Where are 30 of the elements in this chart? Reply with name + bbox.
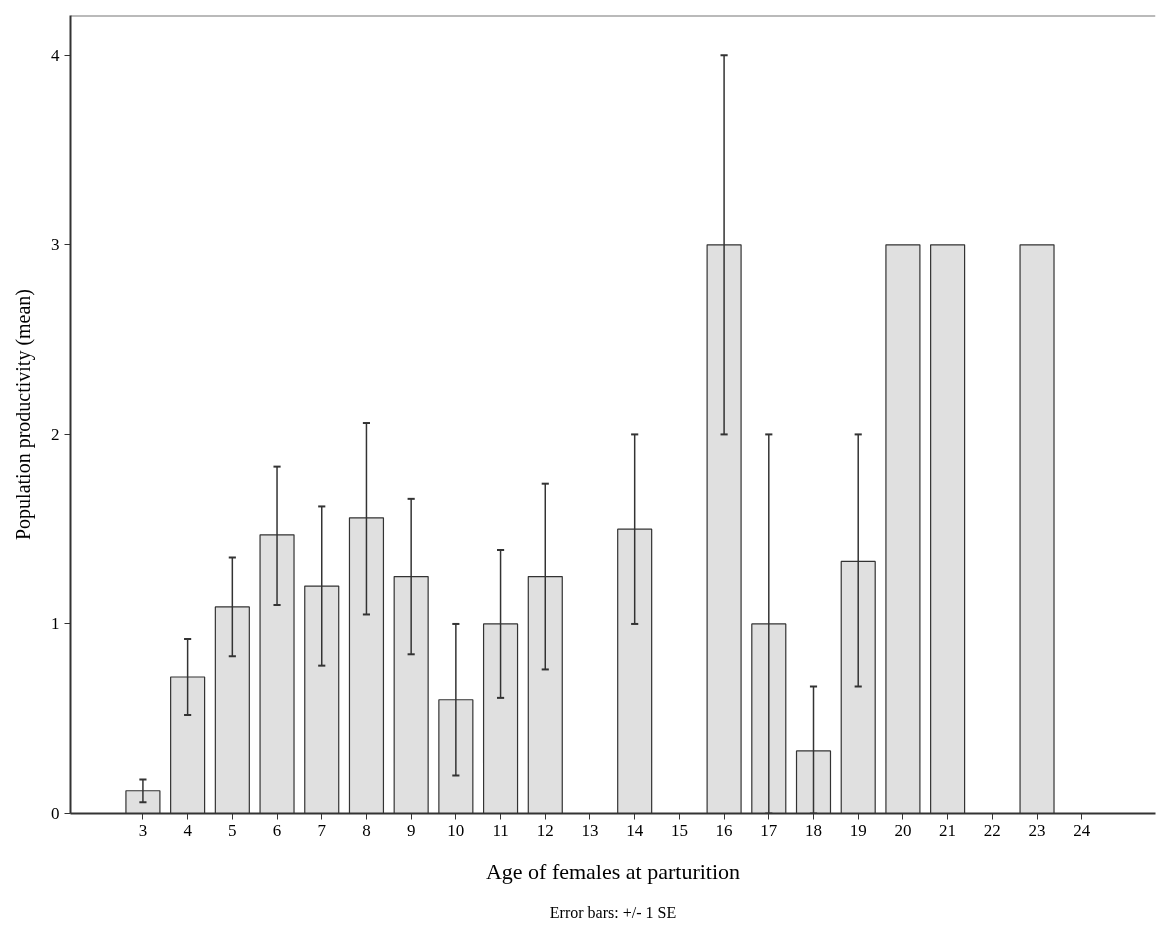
x-tick-label: 12: [536, 820, 554, 840]
x-tick-label: 24: [1073, 820, 1091, 840]
x-tick-label: 7: [317, 820, 327, 840]
x-tick-label: 8: [362, 820, 371, 840]
x-tick-label: 9: [406, 820, 416, 840]
y-tick-label: 1: [51, 614, 60, 634]
x-tick-label: 13: [581, 820, 599, 840]
y-tick-label: 2: [51, 424, 60, 444]
x-tick-label: 17: [760, 820, 778, 840]
x-tick-label: 23: [1028, 820, 1046, 840]
x-tick-label: 3: [138, 820, 148, 840]
y-tick-label: 4: [51, 45, 60, 65]
x-axis-title: Age of females at parturition: [485, 858, 741, 884]
x-tick-label: 19: [849, 820, 867, 840]
x-tick-label: 6: [272, 820, 282, 840]
x-tick-label: 15: [670, 820, 688, 840]
x-tick-label: 21: [939, 820, 957, 840]
x-tick-label: 22: [983, 820, 1001, 840]
x-tick-label: 16: [715, 820, 733, 840]
x-tick-label: 18: [805, 820, 822, 840]
text: Error bars: +/- 1 SE: [549, 903, 677, 921]
x-tick-label: 4: [183, 820, 193, 840]
x-tick-label: 11: [492, 820, 509, 840]
x-tick-label: 5: [228, 820, 237, 840]
x-tick-label: 10: [447, 820, 465, 840]
x-tick-label: 14: [626, 820, 644, 840]
x-tick-label: 20: [894, 820, 912, 840]
y-tick-label: 3: [51, 235, 60, 255]
y-axis-title: Population productivity (mean): [12, 288, 35, 541]
y-tick-label: 0: [51, 804, 60, 823]
